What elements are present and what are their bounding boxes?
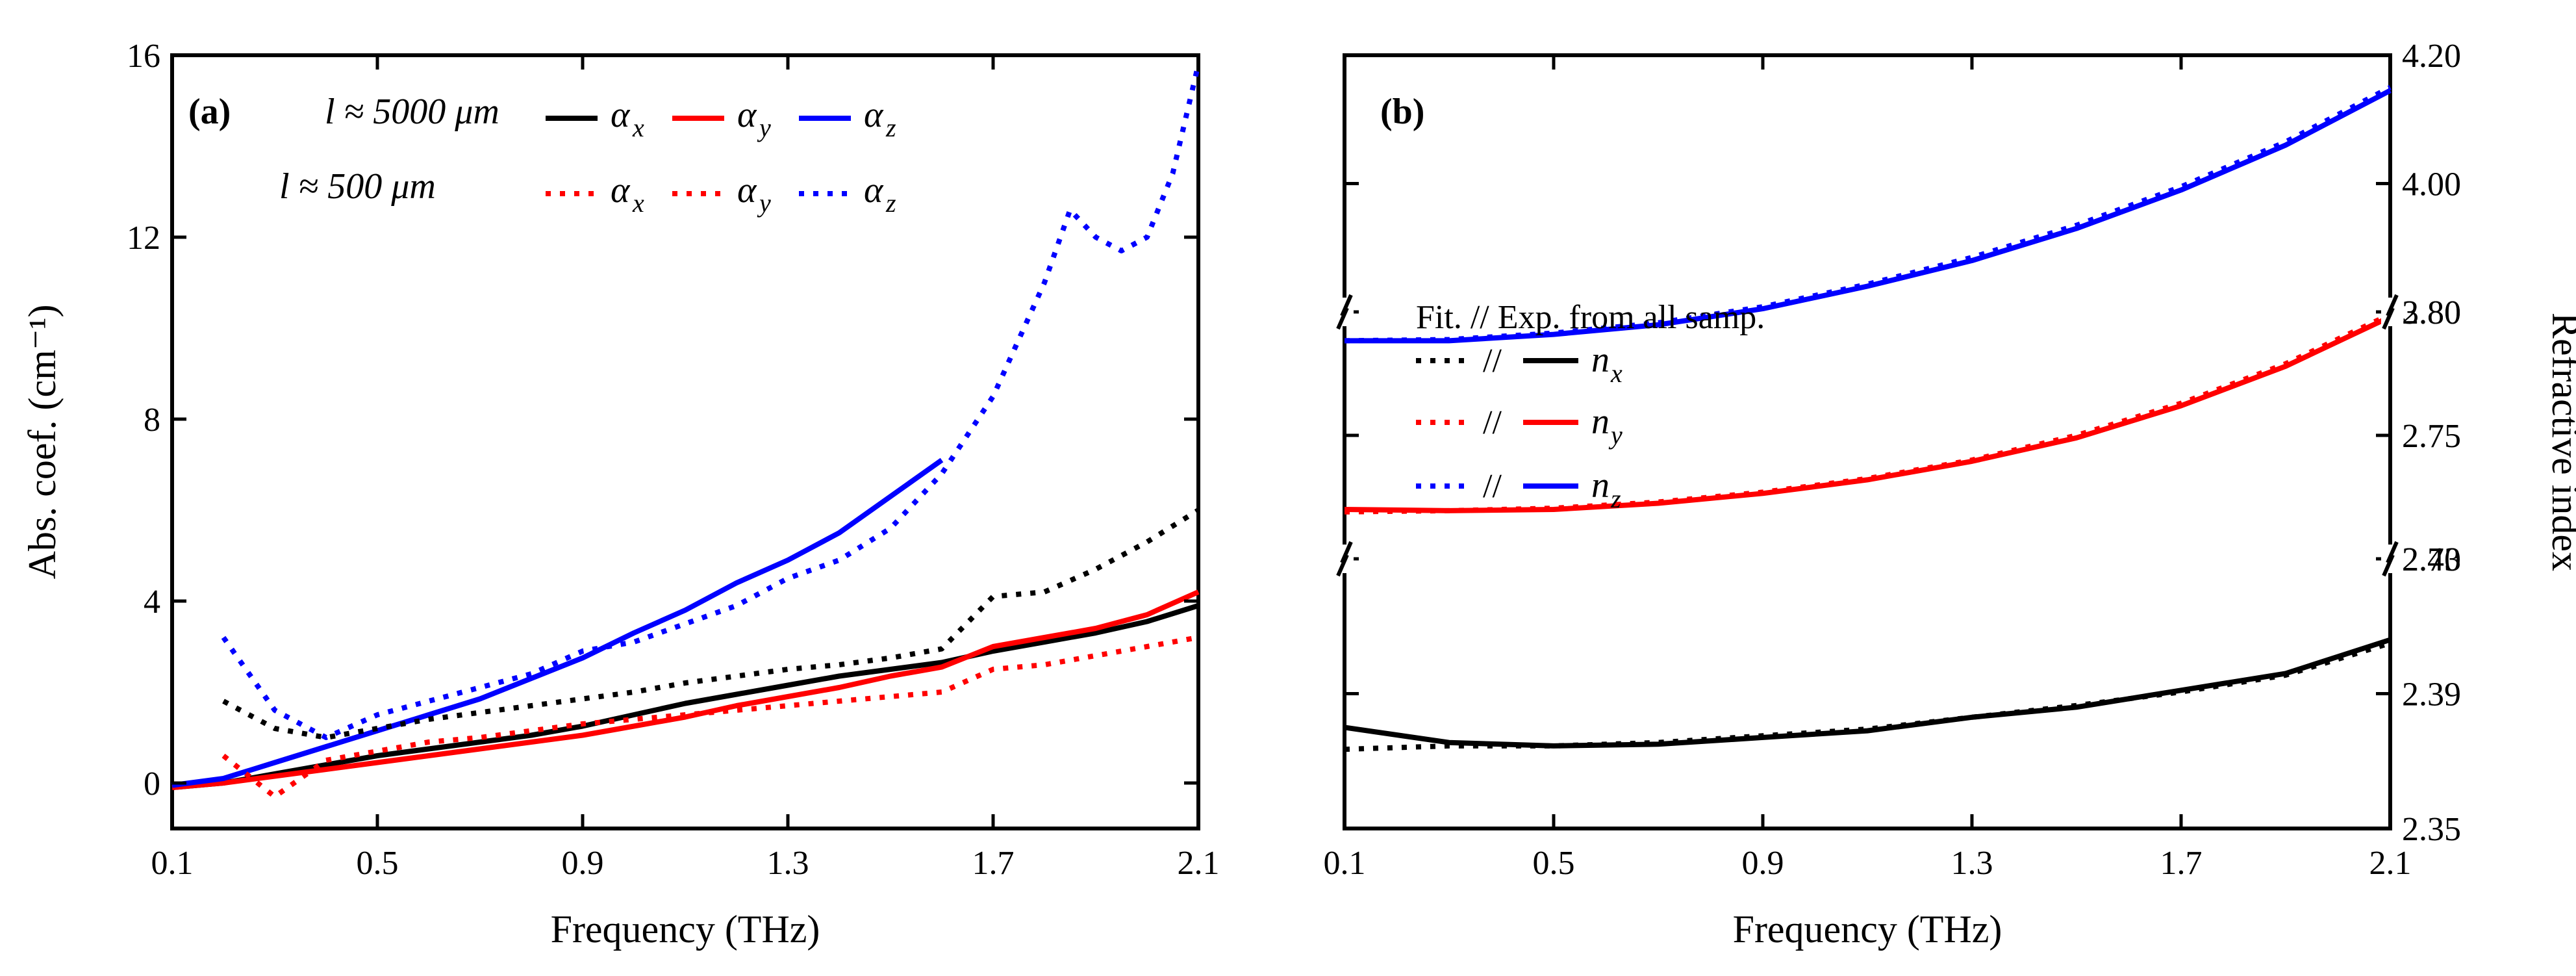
legend-sub-z-dotted: z [885, 188, 896, 218]
legend-b-sep-nx: // [1483, 342, 1502, 379]
panel-b-xtick-label: 1.3 [1951, 845, 1993, 882]
panel-b-yticks: 2.35 2.39 2.432.70 2.75 2.803.80 4.00 4.20 [1345, 38, 2461, 848]
panel-a-xtick-label: 1.7 [972, 845, 1015, 882]
panel-b-label: (b) [1380, 92, 1424, 132]
panel-a-series-4 [221, 635, 1199, 799]
axis-break-mark [2386, 541, 2399, 564]
legend-sub-x-dotted: x [632, 188, 644, 218]
panel-a-series-2 [171, 457, 944, 788]
panel-a-xtick-label: 0.9 [562, 845, 604, 882]
panel-a-ytick-label: 12 [127, 220, 160, 257]
panel-a-ytick-label: 4 [144, 584, 160, 621]
panel-b-ytick-label: 4.00 [2402, 166, 2461, 203]
legend-b-sub-z: z [1610, 484, 1621, 513]
panel-b-exp-ny [1344, 314, 2392, 513]
legend-sub-z-solid: z [885, 113, 896, 142]
panel-b-xtick-label: 0.9 [1742, 845, 1784, 882]
legend-alpha-z-solid: α [864, 95, 884, 135]
legend-b-sep-ny: // [1483, 404, 1502, 441]
axis-break-mark [1340, 541, 1353, 564]
panel-a-ylabel: Abs. coef. (cm⁻¹) [21, 305, 64, 580]
panel-a-ytick-label: 0 [144, 765, 160, 803]
panel-a-ytick-label: 16 [127, 38, 160, 75]
panel-a-xtick-label: 1.3 [767, 845, 809, 882]
legend-b-sub-x: x [1610, 359, 1623, 388]
panel-b-xtick-label: 2.1 [2369, 845, 2412, 882]
panel-b-series [1344, 84, 2392, 752]
panel-b-xtick-label: 0.1 [1324, 845, 1366, 882]
panel-b-ytick-label: 2.80 [2402, 294, 2461, 331]
legend-row1-label: l ≈ 5000 μm [325, 92, 499, 132]
panel-b-ylabel: Refractive index [2544, 313, 2576, 571]
panel-a-xtick-label: 0.1 [151, 845, 194, 882]
panel-a-xtick-label: 0.5 [357, 845, 399, 882]
panel-b-ytick-label: 3.80 [2402, 294, 2461, 331]
legend-alpha-x-solid: α [611, 95, 631, 135]
panel-b-ytick-label: 2.43 [2402, 541, 2461, 578]
panel-b-frame [1343, 53, 2392, 830]
panel-b-exp-nz [1345, 88, 2392, 344]
legend-alpha-z-dotted: α [864, 170, 884, 211]
panel-b-ytick-label: 2.70 [2402, 541, 2461, 578]
panel-a-series [171, 64, 1201, 799]
axis-break-mark [2386, 294, 2399, 317]
panel-b-legend: Fit. // Exp. from all samp. // n x // n … [1416, 299, 1765, 513]
legend-alpha-y-dotted: α [737, 170, 757, 211]
panel-a-frame [170, 53, 1200, 830]
legend-sub-x-solid: x [632, 113, 644, 142]
panel-a-label: (a) [188, 92, 231, 132]
panel-a-series-0 [171, 603, 1200, 790]
panel-a-xlabel: Frequency (THz) [551, 908, 820, 951]
panel-a-xtick-label: 2.1 [1178, 845, 1220, 882]
panel-a-ytick-label: 8 [144, 402, 160, 439]
panel-a: 0.1 0.5 0.9 1.3 1.7 2.1 0 4 8 12 16 (a) Frequency… [21, 38, 1220, 951]
panel-a-xticks: 0.1 0.5 0.9 1.3 1.7 2.1 [151, 55, 1220, 882]
panel-b-axis-breaks [1335, 294, 2399, 577]
legend-sub-y-dotted: y [757, 188, 771, 218]
panel-b-xtick-label: 0.5 [1533, 845, 1575, 882]
legend-b-sep-nz: // [1483, 468, 1502, 505]
legend-alpha-x-dotted: α [611, 170, 631, 211]
legend-b-n-y: n [1591, 402, 1610, 442]
legend-b-n-z: n [1591, 465, 1610, 506]
panel-b-ytick-label: 4.20 [2402, 38, 2461, 75]
panel-b-xlabel: Frequency (THz) [1733, 908, 2002, 951]
axis-break-mark [1340, 294, 1353, 317]
legend-b-n-x: n [1591, 340, 1610, 380]
legend-b-sub-y: y [1608, 420, 1623, 450]
panel-b-ytick-label: 2.39 [2402, 676, 2461, 713]
panel-a-yticks: 0 4 8 12 16 [127, 38, 1198, 803]
panel-b-xticks: 0.1 0.5 0.9 1.3 1.7 2.1 [1324, 55, 2412, 882]
legend-sub-y-solid: y [757, 113, 771, 142]
panel-b: 0.1 0.5 0.9 1.3 1.7 2.1 2.352.392.432.702.752… [1324, 38, 2576, 951]
legend-b-header: Fit. // Exp. from all samp. [1416, 299, 1765, 336]
panel-b-ytick-label: 2.75 [2402, 418, 2461, 455]
legend-row2-label: l ≈ 500 μm [279, 166, 436, 207]
legend-alpha-y-solid: α [737, 95, 757, 135]
panel-b-exp-nx [1344, 637, 2392, 749]
panel-b-ytick-label: 2.35 [2402, 811, 2461, 848]
panel-b-xtick-label: 1.7 [2160, 845, 2203, 882]
panel-a-legend: l ≈ 5000 μm l ≈ 500 μm α x α y α z α x α… [279, 92, 896, 218]
